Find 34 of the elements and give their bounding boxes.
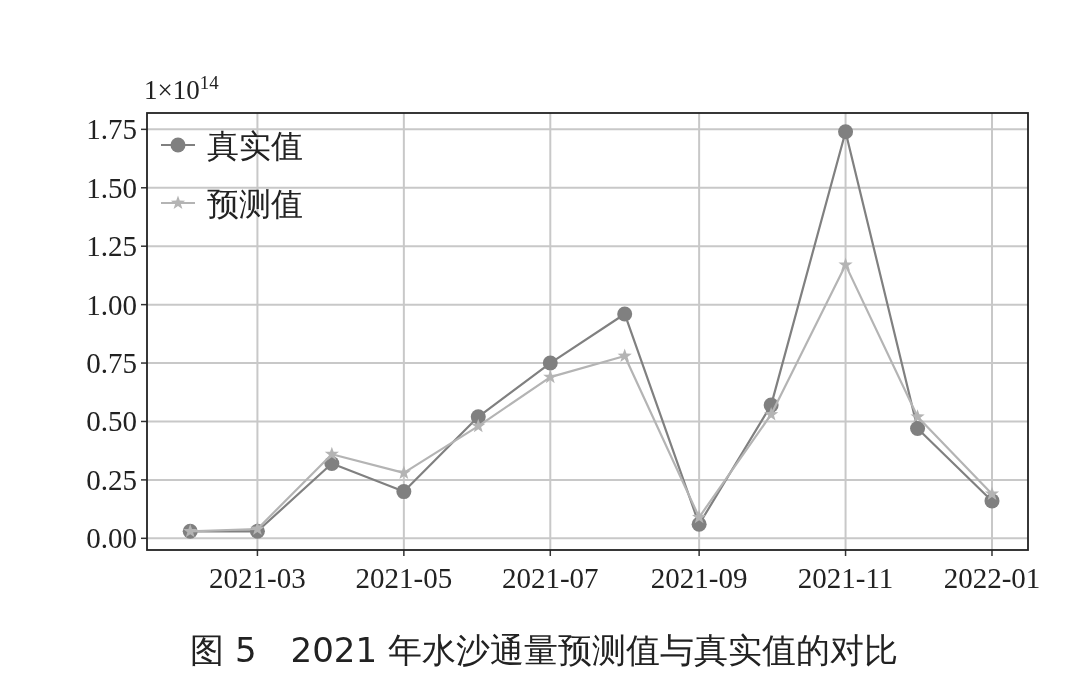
y-tick-label: 1.75	[86, 113, 137, 146]
point	[396, 484, 412, 500]
point	[617, 306, 633, 322]
legend-label: 预测值	[207, 185, 303, 223]
point	[838, 124, 854, 140]
y-tick-label: 0.00	[86, 522, 137, 555]
y-tick-label: 1.25	[86, 230, 137, 263]
x-tick-label: 2021-05	[355, 562, 453, 594]
point	[617, 348, 632, 363]
legend-label: 真实值	[207, 127, 303, 165]
point	[910, 420, 926, 436]
y-tick-label: 0.50	[86, 405, 137, 438]
point	[542, 355, 558, 371]
y-axis-title: 1×10$^{14}$	[144, 71, 220, 105]
x-tick-label: 2021-07	[501, 562, 599, 594]
y-tick-label: 0.75	[86, 347, 137, 380]
y-tick-label: 1.50	[86, 171, 137, 204]
point	[543, 369, 558, 384]
x-tick-label: 2021-03	[209, 562, 306, 594]
point	[764, 406, 779, 421]
point	[838, 257, 853, 271]
point	[910, 409, 925, 423]
point	[470, 409, 486, 425]
point	[324, 446, 339, 461]
y-tick-label: 1.00	[86, 288, 137, 321]
x-tick-label: 2021-11	[797, 562, 894, 594]
point	[691, 509, 707, 524]
y-tick-label: 0.25	[86, 463, 137, 496]
x-tick-label: 2021-09	[650, 562, 748, 594]
point	[471, 418, 486, 433]
point	[396, 465, 411, 479]
x-tick-label: 2022-01	[943, 562, 1041, 594]
point	[984, 486, 1000, 500]
text: 图 5 2021 年水沙通量预测值与真实值的对比	[190, 630, 898, 670]
